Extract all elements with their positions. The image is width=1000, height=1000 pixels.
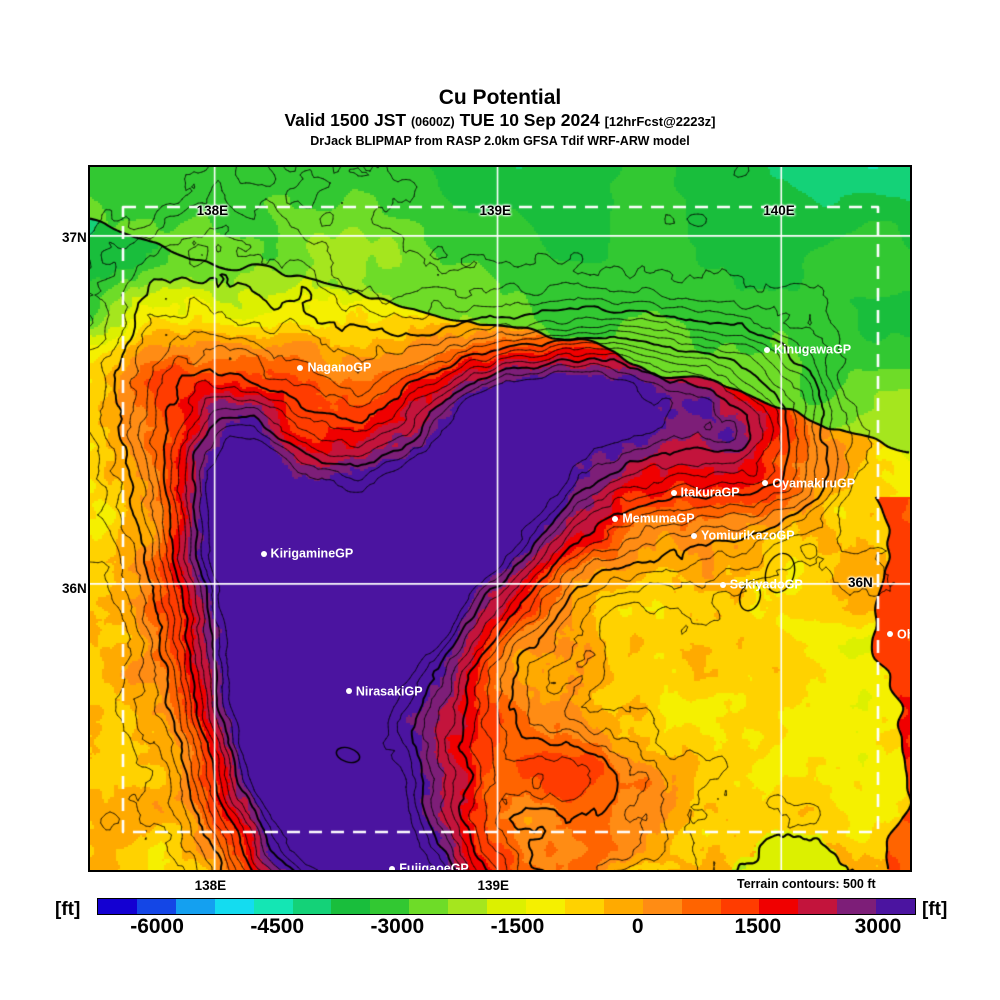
colorbar-band-12 <box>564 899 604 914</box>
colorbar-tick--1500: -1500 <box>490 915 545 938</box>
colorbar-band-10 <box>487 899 526 914</box>
colorbar-band-8 <box>409 899 449 914</box>
colorbar-band-5 <box>292 899 332 914</box>
station-label: FujigaoeGP <box>399 861 469 872</box>
colorbar-band-2 <box>175 899 215 914</box>
station-marker-kinugawagp[interactable]: KinugawaGP <box>764 343 851 356</box>
valid-line: Valid 1500 JST (0600Z) TUE 10 Sep 2024 [… <box>0 110 1000 133</box>
colorbar-tick--3000: -3000 <box>370 915 425 938</box>
station-label: YomiuriKazoGP <box>701 529 795 544</box>
colorbar-band-9 <box>448 899 488 914</box>
station-marker-memumagp[interactable]: MemumaGP <box>612 511 695 526</box>
lat-label-right-36n: 36N <box>848 574 873 590</box>
valid-zulu: (0600Z) <box>410 115 455 129</box>
valid-date: TUE 10 Sep 2024 <box>459 110 600 130</box>
colorbar-unit-left: [ft] <box>55 899 81 920</box>
colorbar-band-4 <box>253 899 293 914</box>
colorbar-tick-0: 0 <box>631 915 644 938</box>
station-dot-icon <box>887 631 894 638</box>
lat-label-left-36n: 36N <box>62 581 87 596</box>
station-marker-yomiurikazogp[interactable]: YomiuriKazoGP <box>691 529 795 542</box>
colorbar-band-6 <box>331 899 371 914</box>
station-dot-icon <box>260 550 267 557</box>
station-marker-ohtone[interactable]: Ohtone <box>887 627 910 642</box>
colorbar-band-0 <box>98 899 137 914</box>
colorbar-band-14 <box>642 899 682 914</box>
lon-label-top-139E: 139E <box>479 203 512 218</box>
colorbar-gradient <box>97 898 916 915</box>
lon-label-top-138E: 138E <box>196 203 229 218</box>
station-marker-oyamakirugp[interactable]: OyamakiruGP <box>762 477 855 490</box>
colorbar-band-11 <box>525 899 565 914</box>
station-label: NirasakiGP <box>355 684 423 699</box>
colorbar-tick-3000: 3000 <box>854 915 902 938</box>
colorbar-band-19 <box>837 899 877 914</box>
lon-label-bottom-139E: 139E <box>477 878 510 893</box>
colorbar-band-7 <box>370 899 410 914</box>
colorbar-band-17 <box>759 899 799 914</box>
graticule-overlay <box>90 167 910 870</box>
station-label: NaganoGP <box>307 361 372 376</box>
colorbar-band-16 <box>720 899 760 914</box>
station-marker-fujigaoegp[interactable]: FujigaoeGP <box>389 861 469 872</box>
colorbar-band-15 <box>681 899 721 914</box>
colorbar-band-20 <box>876 899 916 914</box>
station-marker-sekiyadogp[interactable]: SekiyadoGP <box>719 577 803 592</box>
station-dot-icon <box>691 533 698 540</box>
station-label: SekiyadoGP <box>729 577 803 592</box>
valid-time: Valid 1500 JST <box>284 110 407 130</box>
model-line: DrJack BLIPMAP from RASP 2.0km GFSA Tdif… <box>310 134 690 148</box>
station-label: Ohtone <box>897 627 910 642</box>
station-marker-itakuragp[interactable]: ItakuraGP <box>670 486 740 501</box>
station-dot-icon <box>719 581 726 588</box>
station-marker-kirigaminegp[interactable]: KirigamineGP <box>260 546 354 561</box>
station-dot-icon <box>670 490 677 497</box>
page-title: Cu Potential <box>438 86 562 109</box>
station-dot-icon <box>345 688 352 695</box>
station-label: OyamakiruGP <box>772 476 856 491</box>
station-label: ItakuraGP <box>680 486 740 501</box>
lat-label-left-37n: 37N <box>62 230 87 245</box>
station-dot-icon <box>389 865 396 870</box>
colorbar-band-1 <box>136 899 176 914</box>
map-plot[interactable]: NaganoGP KinugawaGP OyamakiruGP ItakuraGP Me… <box>88 165 912 872</box>
colorbar-block: [ft] [ft] -6000 -4500 -3000 -1500 0 1500 3000 <box>0 893 1000 953</box>
colorbar-tick-1500: 1500 <box>734 915 782 938</box>
colorbar-tick--6000: -6000 <box>130 915 184 938</box>
lon-label-top-140E: 140E <box>763 203 795 218</box>
station-dot-icon <box>297 365 304 372</box>
station-label: KinugawaGP <box>774 342 852 357</box>
lon-label-bottom-138E: 138E <box>194 878 227 893</box>
colorbar-unit-right: [ft] <box>922 899 948 920</box>
station-dot-icon <box>764 346 771 353</box>
terrain-contour-note: Terrain contours: 500 ft <box>737 877 876 891</box>
title-block: Cu Potential Valid 1500 JST (0600Z) TUE … <box>0 86 1000 150</box>
colorbar-band-18 <box>798 899 838 914</box>
station-label: KirigamineGP <box>270 546 354 561</box>
station-marker-nirasakigp[interactable]: NirasakiGP <box>345 684 423 699</box>
station-marker-naganogp[interactable]: NaganoGP <box>297 361 371 374</box>
colorbar-tick--4500: -4500 <box>250 915 305 938</box>
station-dot-icon <box>612 515 619 522</box>
forecast-tag: [12hrFcst@2223z] <box>604 114 716 129</box>
station-label: MemumaGP <box>622 511 695 526</box>
colorbar-band-13 <box>603 899 643 914</box>
colorbar-band-3 <box>214 899 254 914</box>
station-dot-icon <box>762 480 769 487</box>
